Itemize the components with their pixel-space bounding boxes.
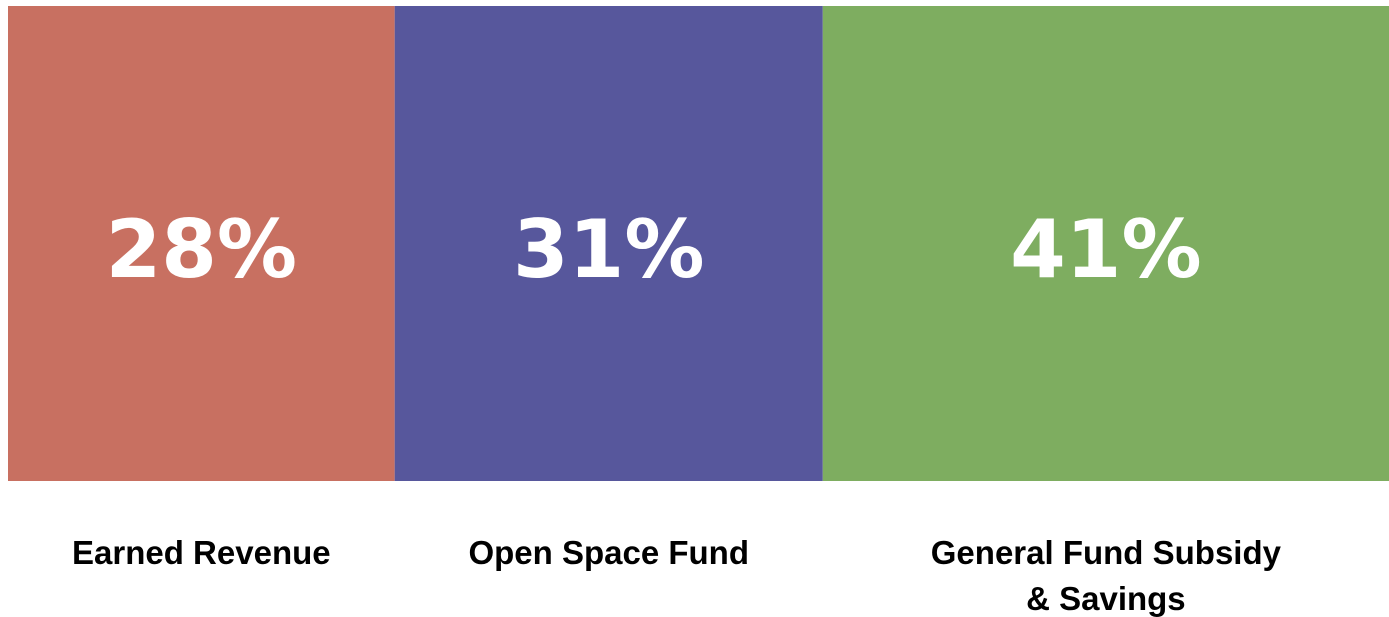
category-label: General Fund Subsidy & Savings	[930, 534, 1281, 617]
value-label: 31%	[513, 203, 704, 296]
bar-segment	[822, 6, 1389, 481]
chart: 28% 31% 41%	[8, 6, 1389, 481]
category-label: Earned Revenue	[72, 534, 331, 571]
value-label: 41%	[1010, 203, 1201, 296]
bar-segment	[394, 6, 823, 481]
bar-segment	[8, 6, 395, 481]
category-label: Open Space Fund	[468, 534, 749, 571]
value-label: 28%	[106, 203, 297, 296]
